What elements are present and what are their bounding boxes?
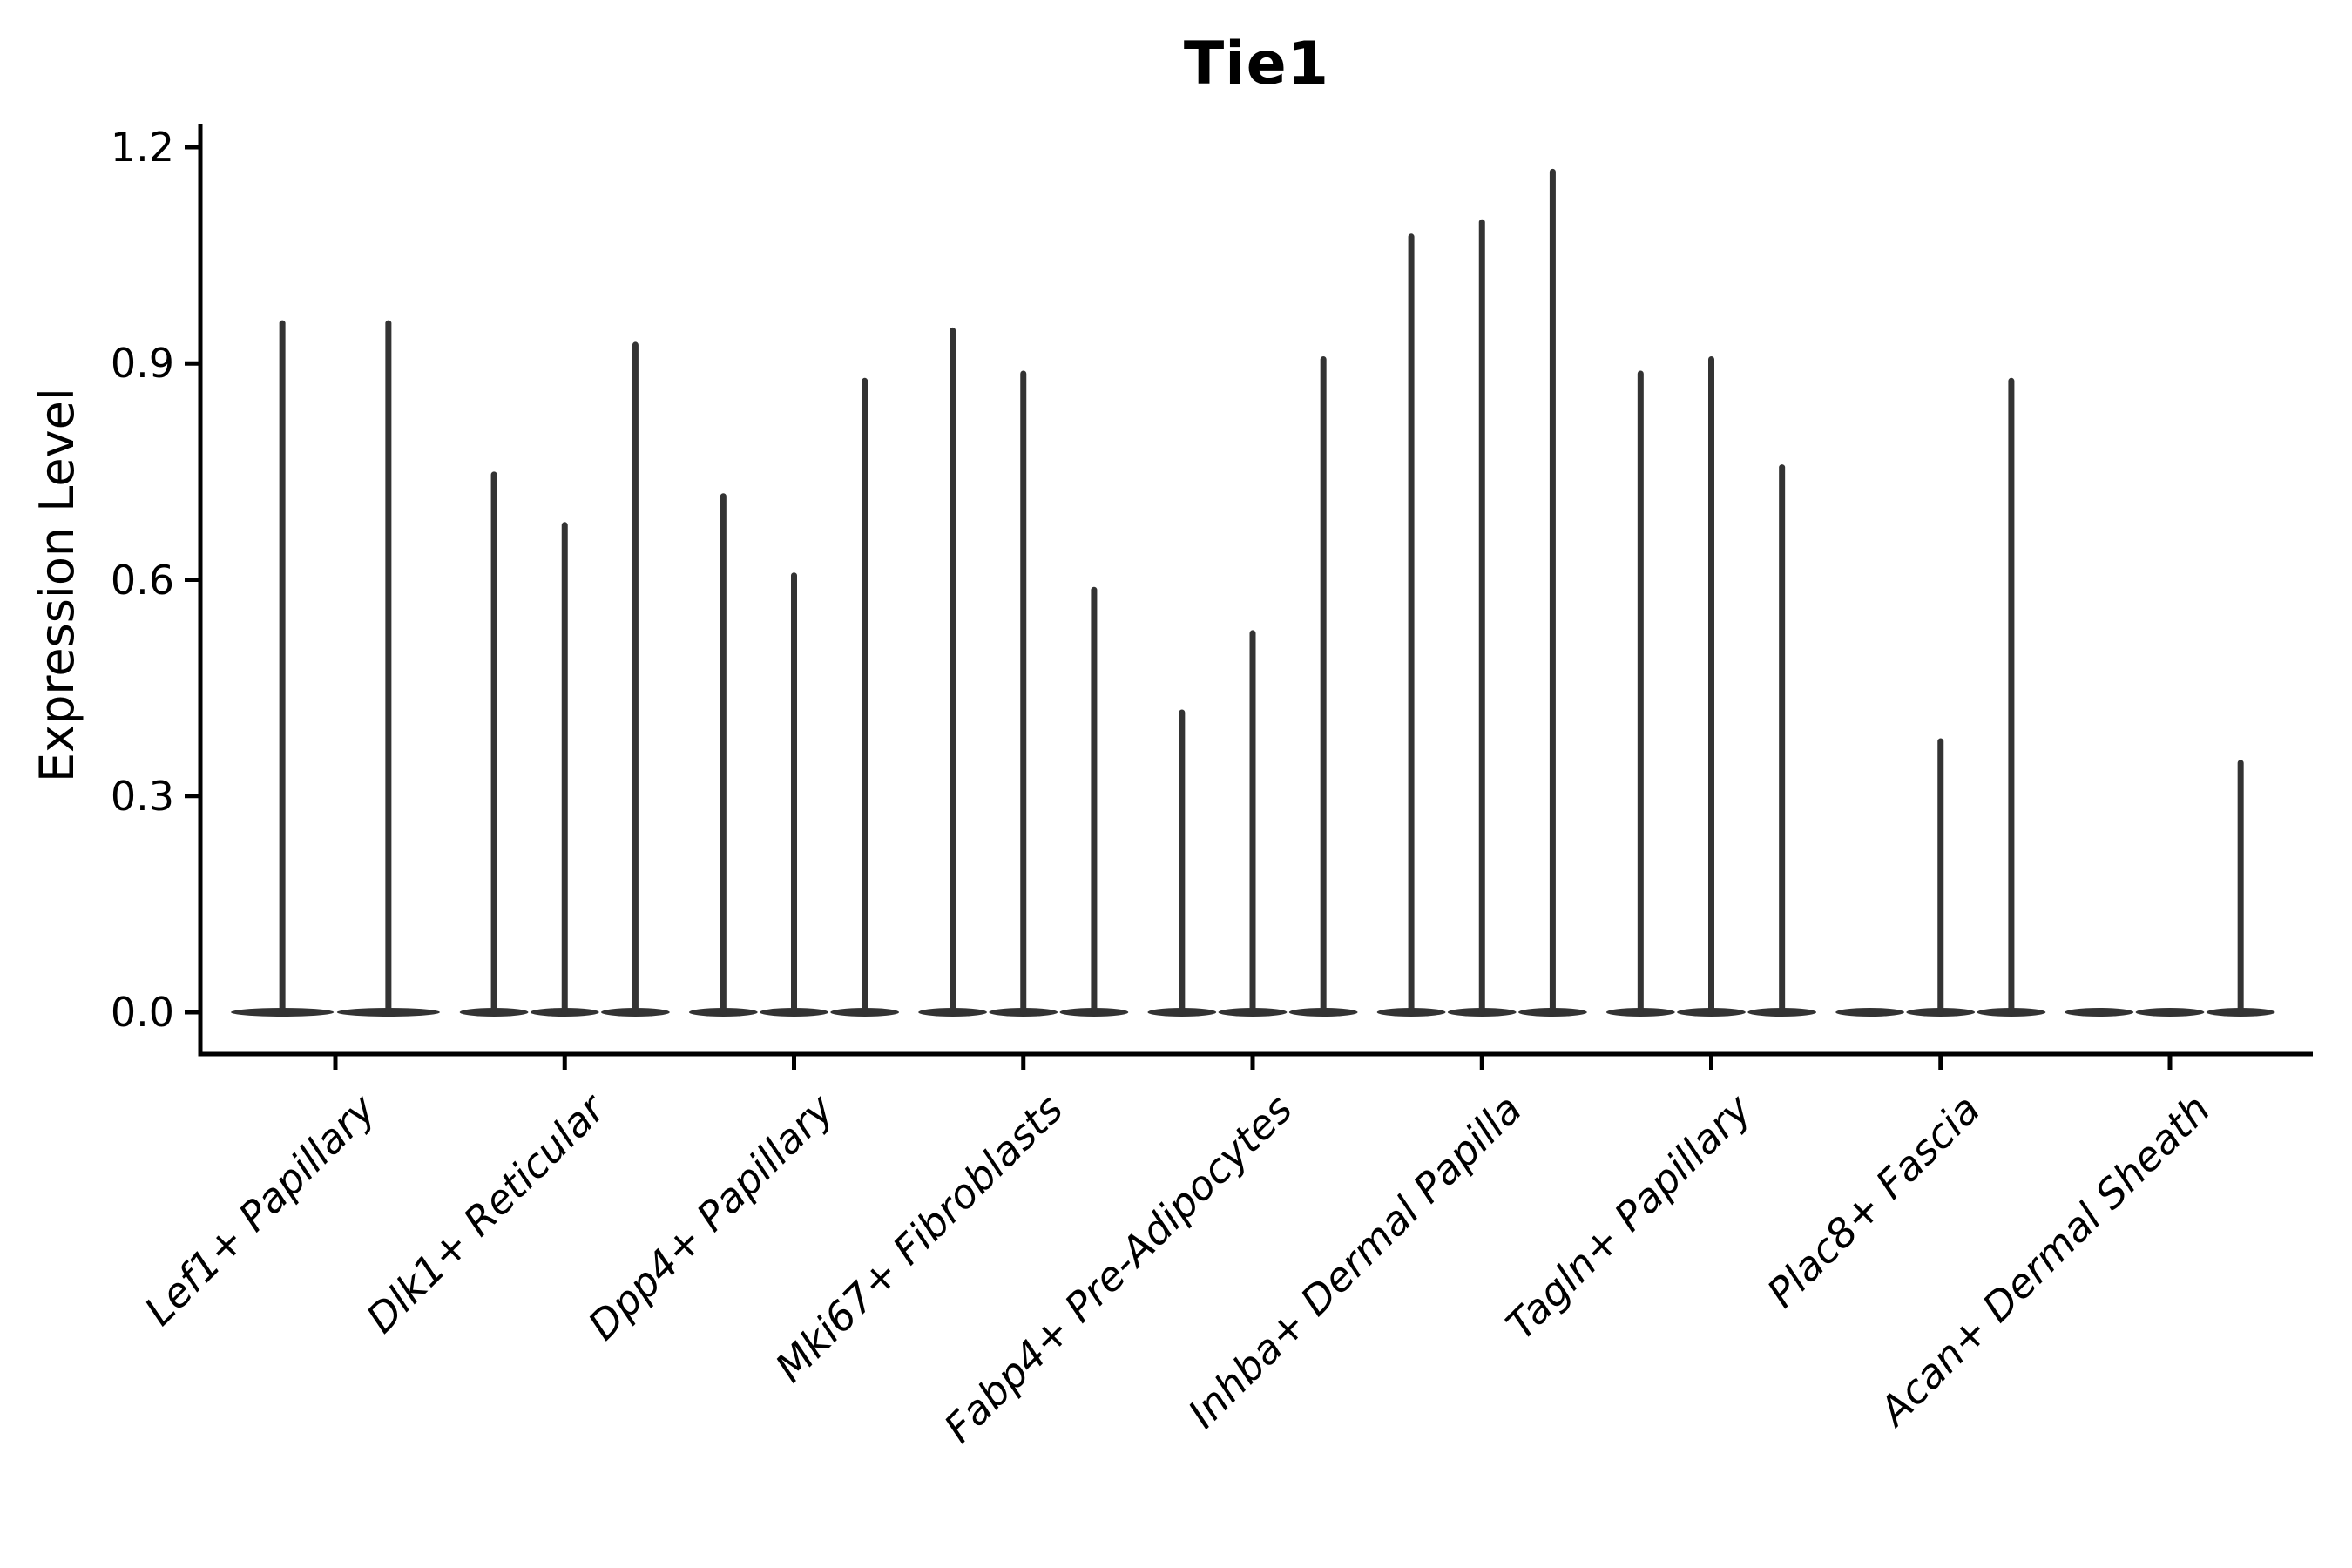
violin-base xyxy=(2065,1008,2134,1017)
chart-title: Tie1 xyxy=(1183,30,1330,98)
y-tick-label: 0.0 xyxy=(110,989,174,1036)
violin-base xyxy=(2135,1008,2205,1017)
y-tick-label: 1.2 xyxy=(110,124,174,171)
y-tick-label: 0.3 xyxy=(110,772,174,820)
y-tick-label: 0.6 xyxy=(110,556,174,604)
y-tick-label: 0.9 xyxy=(110,340,174,388)
violin-base xyxy=(1835,1008,1904,1017)
